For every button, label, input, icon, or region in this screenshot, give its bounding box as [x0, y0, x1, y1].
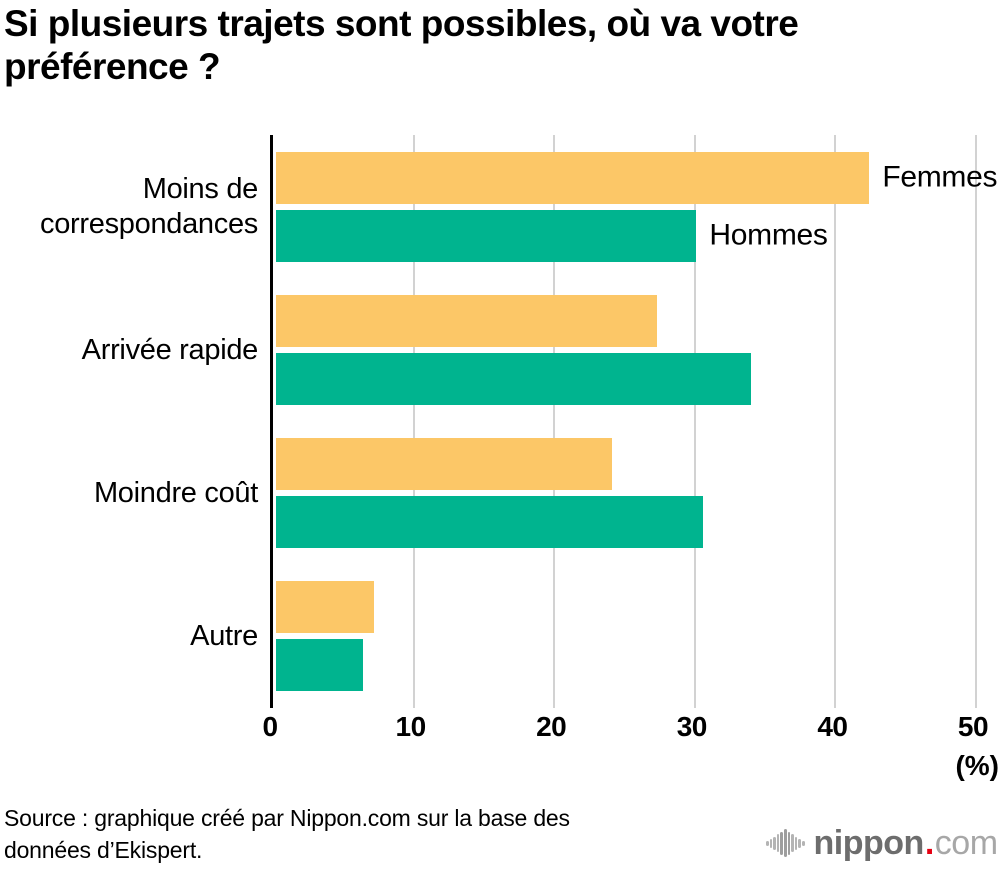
femmes-bar: Femmes	[276, 152, 998, 204]
gridline	[412, 135, 415, 708]
category-label: Moins de correspondances	[40, 173, 258, 240]
soundwave-icon	[766, 828, 805, 858]
soundwave-bar	[787, 831, 791, 855]
source-note: Source : graphique créé par Nippon.com s…	[4, 802, 570, 866]
soundwave-bar	[801, 840, 805, 846]
gridline	[553, 135, 556, 708]
soundwave-bar	[776, 834, 780, 852]
category-label: Autre	[190, 619, 258, 652]
nippon-logo: nippon . com	[766, 818, 998, 868]
x-tick-label: 0	[262, 711, 278, 742]
logo-name: nippon	[813, 823, 925, 862]
soundwave-bar	[766, 840, 769, 846]
axis-unit-label: (%)	[955, 750, 999, 781]
soundwave-bar	[794, 836, 798, 850]
hommes-bar	[276, 639, 364, 691]
hommes-bar	[276, 353, 752, 405]
gridline	[693, 135, 696, 708]
soundwave-bar	[798, 838, 801, 848]
soundwave-bar	[769, 838, 773, 848]
soundwave-bar	[791, 834, 794, 852]
category-label: Arrivée rapide	[81, 333, 259, 366]
bar-series: Femmes Hommes	[274, 135, 998, 708]
category-axis: Moins de correspondances Arrivée rapide Mo…	[0, 135, 258, 708]
femmes-bar	[276, 295, 658, 347]
gridline	[975, 135, 977, 708]
soundwave-bar	[780, 831, 783, 855]
series-label-femmes: Femmes	[882, 160, 998, 194]
logo-red-dot: .	[924, 823, 934, 862]
series-label-hommes: Hommes	[709, 218, 828, 252]
x-tick-label: 50	[957, 711, 989, 742]
soundwave-bar	[773, 836, 776, 850]
plot-area: Femmes Hommes	[270, 135, 998, 708]
x-tick-label: 40	[817, 711, 848, 742]
gridline	[834, 135, 837, 708]
hommes-bar: Hommes	[276, 210, 828, 262]
hommes-bar	[276, 496, 704, 548]
soundwave-bar	[783, 829, 787, 857]
logo-tld: com	[934, 823, 998, 862]
x-tick-label: 10	[395, 711, 427, 742]
logo-text: nippon . com	[814, 824, 998, 863]
x-tick-label: 30	[676, 711, 708, 742]
femmes-bar	[276, 581, 375, 633]
x-axis: (%) 0 10 20 30 40 50	[262, 711, 999, 791]
category-label: Moindre coût	[93, 476, 258, 509]
source-line: Source : graphique créé par Nippon.com s…	[4, 805, 570, 831]
x-tick-label: 20	[536, 711, 567, 742]
source-line: données d’Ekispert.	[4, 837, 203, 863]
chart-title: Si plusieurs trajets sont possibles, où …	[4, 3, 799, 87]
femmes-bar	[276, 438, 613, 490]
